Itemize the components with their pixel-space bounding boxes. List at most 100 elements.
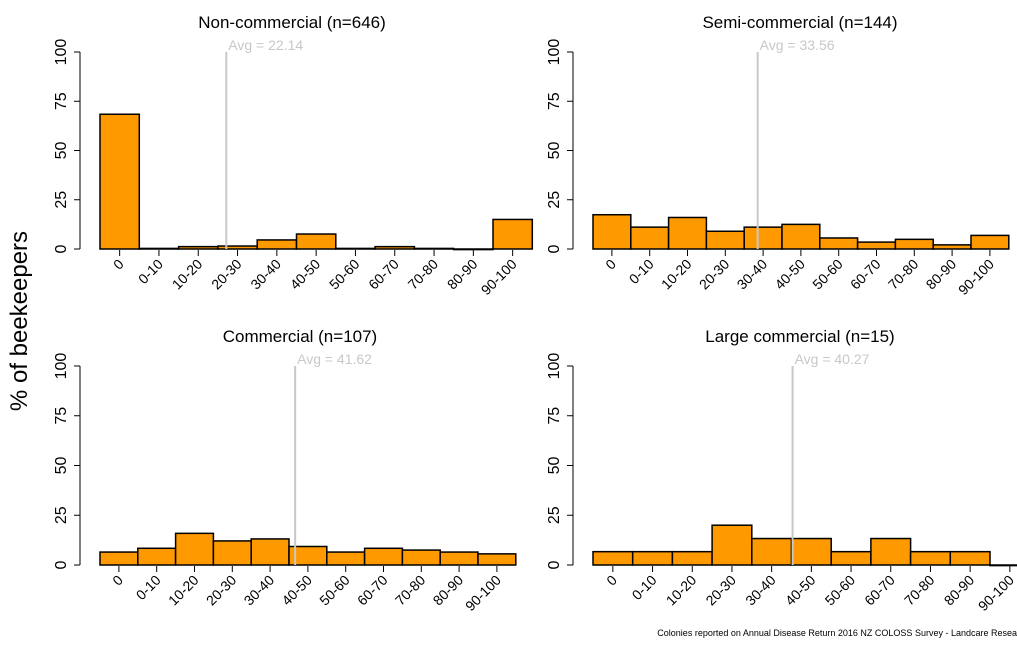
y-tick-label: 50	[53, 142, 70, 160]
bar-0-10	[137, 547, 177, 566]
y-tick-label: 100	[53, 39, 70, 66]
bar-70-80	[401, 549, 441, 566]
bar-80-90	[452, 248, 494, 251]
y-tick-label: 25	[546, 191, 563, 209]
y-tick-label: 0	[53, 560, 70, 569]
x-tick-label: 10-20	[169, 256, 206, 293]
x-tick-label: 20-30	[696, 256, 733, 293]
bar-90-100	[492, 218, 534, 250]
footnote: Colonies reported on Annual Disease Retu…	[657, 628, 1017, 638]
y-tick-label: 25	[53, 506, 70, 524]
y-tick-label: 100	[546, 39, 563, 66]
x-tick-label: 0	[603, 572, 620, 589]
bar-0-10	[138, 247, 180, 250]
panel-title: Commercial (n=107)	[223, 327, 377, 346]
panel-title: Semi-commercial (n=144)	[702, 13, 897, 32]
x-tick-label: 70-80	[392, 572, 429, 609]
x-tick-label: 70-80	[901, 572, 938, 609]
x-tick-label: 0	[110, 256, 127, 273]
bar-50-60	[326, 551, 366, 566]
x-tick-label: 0	[109, 572, 126, 589]
bar-60-70	[374, 245, 416, 250]
bar-50-60	[335, 247, 376, 250]
x-tick-label: 90-100	[975, 572, 1017, 614]
y-tick-label: 50	[53, 457, 70, 475]
bar-0	[99, 113, 141, 250]
average-label: Avg = 41.62	[297, 351, 372, 367]
x-tick-label: 70-80	[405, 256, 442, 293]
x-tick-label: 10-20	[663, 572, 700, 609]
average-label: Avg = 33.56	[760, 37, 835, 53]
bar-30-40	[743, 226, 783, 250]
x-tick-label: 60-70	[847, 256, 884, 293]
y-tick-label: 0	[546, 244, 563, 253]
average-label: Avg = 40.27	[795, 351, 870, 367]
x-tick-label: 50-60	[822, 572, 859, 609]
bar-10-20	[177, 245, 219, 250]
y-tick-label: 50	[546, 457, 563, 475]
y-tick-label: 100	[53, 353, 70, 380]
y-tick-label: 100	[546, 353, 563, 380]
x-tick-label: 50-60	[326, 256, 363, 293]
x-tick-label: 70-80	[885, 256, 922, 293]
bar-30-40	[256, 239, 298, 250]
panel-4: Large commercial (n=15) 0 25 50 75 100 0 0-10 10…	[546, 327, 1017, 614]
panel-title: Non-commercial (n=646)	[198, 13, 386, 32]
x-tick-label: 30-40	[734, 256, 771, 293]
bar-90-100	[477, 553, 517, 566]
y-tick-label: 75	[546, 92, 563, 110]
y-tick-label: 75	[53, 407, 70, 425]
x-tick-label: 30-40	[742, 572, 779, 609]
x-tick-label: 10-20	[658, 256, 695, 293]
bar-10-20	[667, 216, 708, 250]
bar-60-70	[856, 241, 897, 250]
y-tick-label: 75	[546, 407, 563, 425]
bar-70-80	[894, 238, 934, 250]
bar-10-20	[671, 550, 713, 566]
x-tick-label: 50-60	[316, 572, 353, 609]
bar-90-100	[989, 564, 1017, 567]
bar-0	[592, 213, 632, 250]
x-tick-label: 10-20	[165, 572, 202, 609]
x-tick-label: 30-40	[241, 572, 278, 609]
bar-60-70	[870, 537, 912, 566]
x-tick-label: 40-50	[771, 256, 808, 293]
bar-20-30	[711, 524, 753, 566]
bar-40-50	[781, 223, 821, 250]
x-tick-label: 0	[602, 256, 619, 273]
x-tick-label: 90-100	[955, 256, 997, 298]
bar-30-40	[751, 537, 793, 566]
x-tick-label: 60-70	[354, 572, 391, 609]
bar-70-80	[909, 550, 952, 566]
bar-60-70	[363, 547, 404, 566]
x-tick-label: 50-60	[809, 256, 846, 293]
bar-0	[99, 551, 139, 566]
x-tick-label: 0-10	[135, 256, 166, 287]
x-tick-label: 60-70	[365, 256, 402, 293]
x-tick-label: 60-70	[861, 572, 898, 609]
y-tick-label: 0	[546, 560, 563, 569]
bar-0-10	[630, 226, 670, 250]
x-tick-label: 0-10	[629, 572, 660, 603]
bar-70-80	[413, 247, 455, 250]
bar-50-60	[819, 237, 859, 250]
bar-40-50	[790, 537, 832, 566]
y-tick-label: 75	[53, 92, 70, 110]
y-axis-label-container: % of beekeepers	[0, 0, 40, 645]
x-tick-label: 20-30	[702, 572, 739, 609]
y-tick-label: 0	[53, 244, 70, 253]
x-tick-label: 0-10	[626, 256, 657, 287]
x-tick-label: 80-90	[941, 572, 978, 609]
average-label: Avg = 22.14	[228, 37, 303, 53]
bar-10-20	[174, 532, 215, 566]
x-tick-label: 80-90	[444, 256, 481, 293]
panel-2: Semi-commercial (n=144) 0 25 50 75 100 0 0-10 10…	[546, 13, 1010, 298]
panel-1: Non-commercial (n=646) 0 25 50 75 100 0 0-10 10-…	[53, 13, 534, 298]
bar-0-10	[631, 550, 674, 566]
y-tick-label: 25	[546, 506, 563, 524]
bar-80-90	[949, 550, 991, 566]
bar-20-30	[212, 540, 252, 566]
y-tick-label: 25	[53, 191, 70, 209]
bar-20-30	[217, 245, 258, 250]
